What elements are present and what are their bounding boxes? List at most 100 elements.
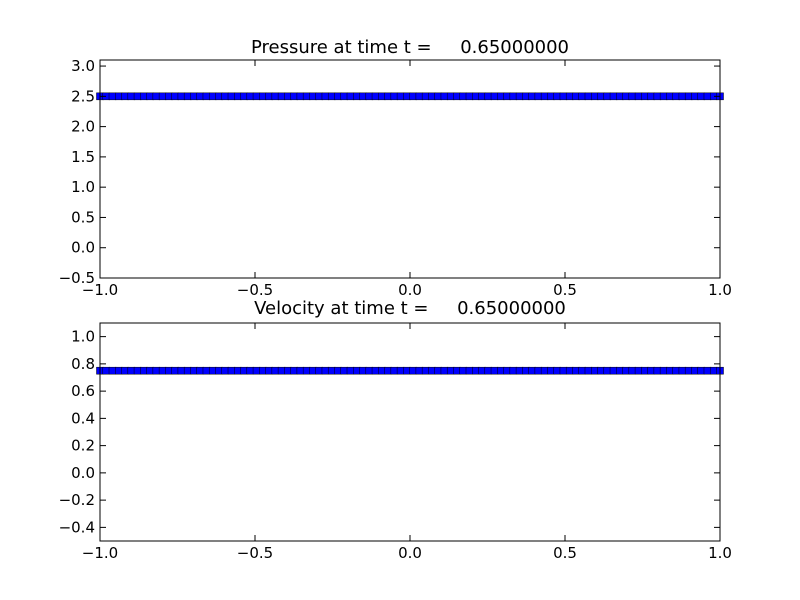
pressure-data-point [327, 92, 336, 101]
velocity-data-point [171, 366, 179, 375]
velocity-data-point [115, 366, 123, 375]
velocity-data-point [647, 366, 655, 375]
pressure-data-point [227, 92, 236, 101]
pressure-data-point [684, 92, 693, 101]
pressure-y-tick-label: 1.0 [71, 178, 95, 196]
pressure-data-point [221, 92, 230, 101]
pressure-data-point [271, 92, 280, 101]
pressure-data-point [234, 92, 242, 101]
pressure-data-point [121, 92, 129, 101]
pressure-title: Pressure at time t = 0.65000000 [251, 37, 569, 58]
velocity-data-point [634, 366, 643, 375]
velocity-y-tick-label: 0.8 [71, 355, 95, 373]
pressure-data-point [353, 92, 361, 101]
pressure-data-point [434, 92, 442, 101]
velocity-data-point [384, 366, 392, 375]
velocity-data-point [459, 366, 467, 375]
velocity-data-point [672, 366, 680, 375]
velocity-data-point [478, 366, 486, 375]
velocity-data-point [503, 366, 511, 375]
pressure-data-point [140, 92, 148, 101]
pressure-data-point [190, 92, 198, 101]
pressure-data-point [509, 92, 518, 101]
velocity-data-point [415, 366, 424, 375]
velocity-data-point [534, 366, 543, 375]
velocity-data-point [509, 366, 518, 375]
pressure-data-point [252, 92, 261, 101]
velocity-data-point [296, 366, 305, 375]
velocity-data-point [183, 366, 192, 375]
pressure-data-point [309, 92, 317, 101]
velocity-data-point [497, 366, 505, 375]
pressure-data-point [403, 92, 411, 101]
velocity-data-point [121, 366, 129, 375]
pressure-data-point [208, 92, 217, 101]
pressure-data-point [265, 92, 273, 101]
velocity-series [96, 366, 724, 375]
pressure-data-point [446, 92, 455, 101]
pressure-y-tick-label: −0.5 [59, 269, 95, 287]
pressure-data-point [584, 92, 593, 101]
pressure-data-point [666, 92, 674, 101]
velocity-data-point [678, 366, 687, 375]
velocity-data-point [528, 366, 536, 375]
pressure-data-point [115, 92, 123, 101]
velocity-data-point [396, 366, 405, 375]
pressure-data-point [196, 92, 204, 101]
velocity-data-point [578, 366, 586, 375]
velocity-data-point [246, 366, 255, 375]
pressure-data-point [453, 92, 461, 101]
pressure-data-point [497, 92, 505, 101]
velocity-data-point [284, 366, 292, 375]
velocity-y-tick-label: 0.6 [71, 382, 95, 400]
velocity-data-point [603, 366, 612, 375]
pressure-data-point [590, 92, 599, 101]
velocity-data-point [666, 366, 674, 375]
velocity-data-point [616, 366, 624, 375]
velocity-data-point [177, 366, 186, 375]
pressure-x-tick-label: 0.0 [398, 281, 422, 299]
pressure-data-point [421, 92, 430, 101]
pressure-data-point [553, 92, 561, 101]
pressure-data-point [290, 92, 298, 101]
velocity-x-tick-label: −1.0 [82, 544, 118, 562]
pressure-data-point [678, 92, 687, 101]
velocity-data-point [691, 366, 699, 375]
pressure-data-point [277, 92, 286, 101]
pressure-data-point [409, 92, 417, 101]
velocity-data-point [290, 366, 298, 375]
pressure-data-point [515, 92, 524, 101]
velocity-x-tick-label: −0.5 [237, 544, 273, 562]
velocity-title: Velocity at time t = 0.65000000 [254, 298, 566, 319]
pressure-data-point [559, 92, 568, 101]
velocity-data-point [641, 366, 649, 375]
velocity-data-point [515, 366, 524, 375]
pressure-x-tick-label: −1.0 [82, 281, 118, 299]
pressure-y-tick-label: 3.0 [71, 57, 95, 75]
pressure-x-tick-label: 0.5 [553, 281, 577, 299]
velocity-data-point [353, 366, 361, 375]
pressure-data-point [334, 92, 342, 101]
velocity-data-point [202, 366, 211, 375]
velocity-y-tick-label: 0.0 [71, 464, 95, 482]
velocity-data-point [659, 366, 668, 375]
pressure-data-point [215, 92, 223, 101]
velocity-data-point [234, 366, 242, 375]
velocity-data-point [259, 366, 267, 375]
pressure-data-point [146, 92, 154, 101]
velocity-y-tick-label: 1.0 [71, 328, 95, 346]
velocity-data-point [703, 366, 712, 375]
velocity-data-point [371, 366, 380, 375]
pressure-x-tick-label: −0.5 [237, 281, 273, 299]
pressure-data-point [284, 92, 292, 101]
pressure-data-point [378, 92, 386, 101]
pressure-data-point [572, 92, 580, 101]
pressure-data-point [108, 92, 117, 101]
velocity-data-point [152, 366, 161, 375]
velocity-data-point [359, 366, 367, 375]
pressure-data-point [346, 92, 355, 101]
pressure-data-point [390, 92, 399, 101]
pressure-data-point [628, 92, 637, 101]
pressure-data-point [365, 92, 374, 101]
velocity-data-point [684, 366, 693, 375]
